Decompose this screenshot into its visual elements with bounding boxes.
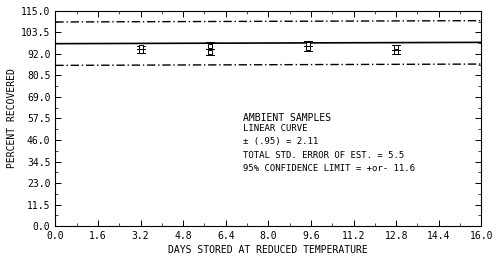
X-axis label: DAYS STORED AT REDUCED TEMPERATURE: DAYS STORED AT REDUCED TEMPERATURE (168, 245, 368, 255)
Text: AMBIENT SAMPLES: AMBIENT SAMPLES (243, 113, 331, 123)
Y-axis label: PERCENT RECOVERED: PERCENT RECOVERED (7, 69, 17, 168)
Text: LINEAR CURVE
± (.95) = 2.11
TOTAL STD. ERROR OF EST. = 5.5
95% CONFIDENCE LIMIT : LINEAR CURVE ± (.95) = 2.11 TOTAL STD. E… (243, 124, 415, 173)
